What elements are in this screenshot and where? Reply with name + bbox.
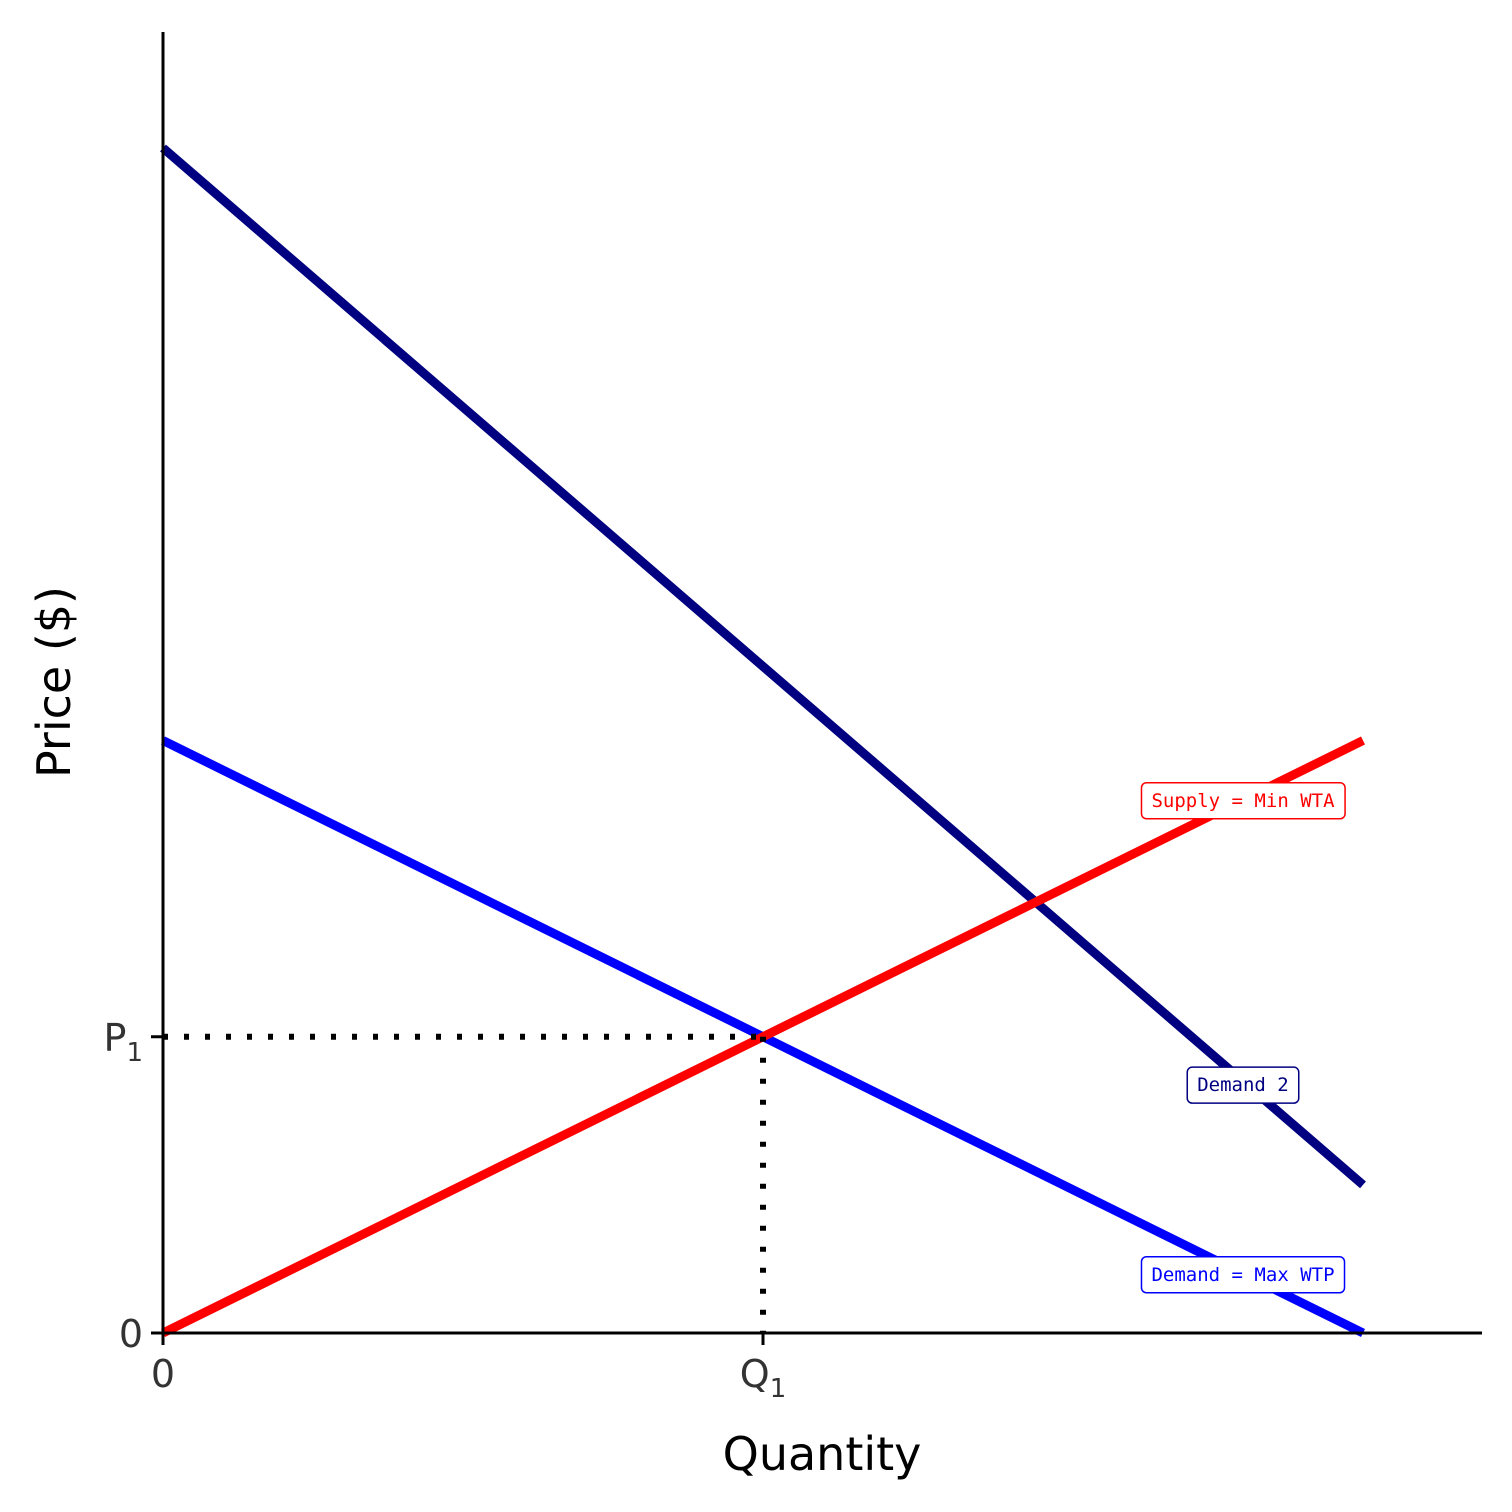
series-label-text: Supply = Min WTA — [1151, 790, 1335, 812]
series-label-supply-min-wta: Supply = Min WTA — [1140, 782, 1346, 820]
equilibrium-guides — [163, 1033, 766, 1333]
y-axis-title: Price ($) — [27, 586, 81, 778]
axes — [161, 32, 1482, 1335]
x-tick-label: 0 — [151, 1352, 175, 1396]
series-label-demand-max-wtp: Demand = Max WTP — [1140, 1256, 1346, 1294]
series-label-box — [1140, 1256, 1346, 1294]
series-label-text: Demand = Max WTP — [1151, 1264, 1334, 1286]
series-label-text: Demand 2 — [1197, 1074, 1289, 1096]
series-line-demand-2 — [160, 144, 1366, 1189]
series-labels: Demand 2 Demand = Max WTP Supply = Min WTA — [1140, 782, 1346, 1294]
y-tick-label: 0 — [119, 1312, 143, 1356]
series-label-demand-2: Demand 2 — [1186, 1066, 1300, 1104]
x-tick-label: Q1 — [740, 1352, 786, 1404]
x-tick-subscript: 1 — [770, 1374, 787, 1404]
series-label-box — [1186, 1066, 1300, 1104]
ticks: 0 Q1 0 P1 — [104, 1016, 787, 1404]
x-axis-title: Quantity — [723, 1427, 922, 1481]
y-tick-label: P1 — [104, 1016, 143, 1068]
y-tick-subscript: 1 — [126, 1038, 143, 1068]
series-lines — [160, 144, 1366, 1338]
series-label-box — [1140, 782, 1346, 820]
